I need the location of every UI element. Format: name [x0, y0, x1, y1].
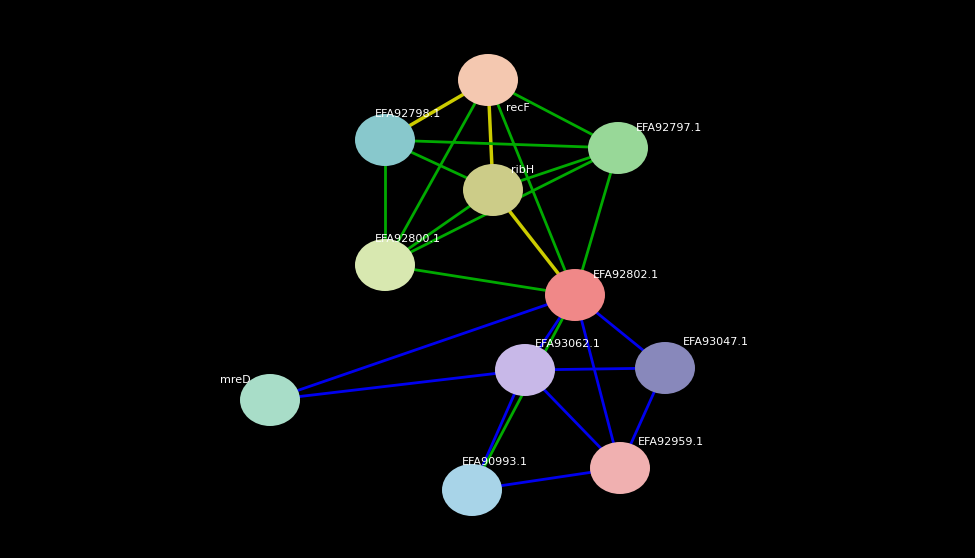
Text: EFA92800.1: EFA92800.1: [375, 234, 441, 244]
Text: ribH: ribH: [511, 165, 534, 175]
Text: EFA92798.1: EFA92798.1: [375, 109, 442, 119]
Ellipse shape: [495, 344, 555, 396]
Text: mreD: mreD: [220, 375, 251, 385]
Ellipse shape: [635, 342, 695, 394]
Text: EFA93062.1: EFA93062.1: [535, 339, 601, 349]
Ellipse shape: [240, 374, 300, 426]
Text: EFA93047.1: EFA93047.1: [683, 337, 749, 347]
Ellipse shape: [355, 239, 415, 291]
Text: EFA92802.1: EFA92802.1: [593, 270, 659, 280]
Text: EFA90993.1: EFA90993.1: [462, 457, 528, 467]
Ellipse shape: [458, 54, 518, 106]
Ellipse shape: [463, 164, 523, 216]
Ellipse shape: [545, 269, 605, 321]
Ellipse shape: [588, 122, 648, 174]
Ellipse shape: [590, 442, 650, 494]
Text: EFA92797.1: EFA92797.1: [636, 123, 702, 133]
Ellipse shape: [355, 114, 415, 166]
Ellipse shape: [442, 464, 502, 516]
Text: recF: recF: [506, 103, 529, 113]
Text: EFA92959.1: EFA92959.1: [638, 437, 704, 447]
